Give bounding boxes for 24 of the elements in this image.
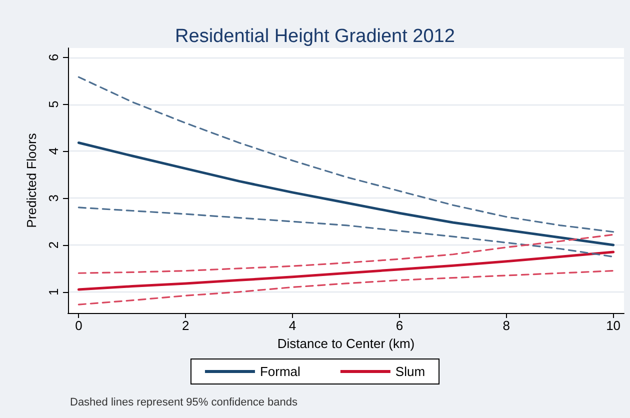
- line-series: [78, 234, 614, 274]
- line-series: [77, 250, 615, 291]
- y-tick-label: 5: [46, 100, 61, 108]
- y-tick-label: 4: [46, 148, 61, 155]
- x-tick-label: 4: [288, 318, 296, 333]
- line-series: [78, 76, 614, 233]
- y-tick-label: 1: [46, 288, 61, 296]
- x-tick-label: 10: [606, 318, 621, 333]
- y-axis-title: Predicted Floors: [24, 132, 39, 228]
- y-tick-label: 2: [46, 241, 61, 249]
- x-tick-label: 2: [182, 318, 190, 333]
- x-tick-label: 0: [75, 318, 82, 333]
- chart-title: Residential Height Gradient 2012: [175, 26, 455, 47]
- x-tick-label: 8: [502, 318, 510, 333]
- line-series: [78, 270, 614, 306]
- x-axis-title: Distance to Center (km): [277, 336, 415, 351]
- y-tick-label: 6: [46, 54, 61, 61]
- y-tick-label: 3: [46, 194, 61, 202]
- x-tick-label: 6: [396, 318, 404, 333]
- text: Dashed lines represent 95% confidence bands: [70, 396, 298, 408]
- legend-label: Formal: [260, 364, 301, 379]
- line-series: [78, 206, 614, 258]
- legend-label: Slum: [395, 364, 426, 379]
- line-series: [77, 141, 615, 246]
